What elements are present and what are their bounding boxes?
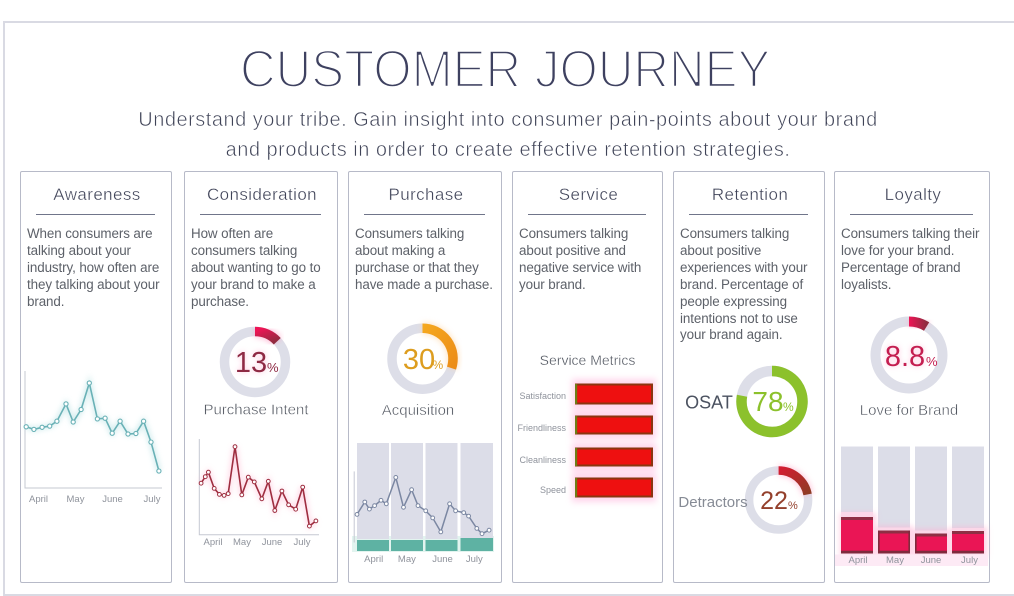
svg-text:8.8: 8.8	[885, 341, 925, 373]
svg-text:%: %	[926, 354, 938, 369]
svg-text:Purchase Intent: Purchase Intent	[203, 402, 309, 419]
svg-text:13: 13	[235, 347, 267, 379]
svg-text:OSAT: OSAT	[685, 393, 733, 413]
svg-text:%: %	[788, 500, 798, 512]
svg-text:%: %	[783, 400, 794, 414]
svg-text:%: %	[433, 358, 444, 372]
svg-text:22: 22	[760, 487, 788, 515]
svg-text:78: 78	[752, 386, 783, 417]
svg-text:13: 13	[235, 347, 267, 379]
svg-text:30: 30	[403, 344, 435, 376]
svg-text:%: %	[267, 360, 279, 375]
svg-text:Love for Brand: Love for Brand	[860, 402, 958, 419]
svg-text:Detractors: Detractors	[678, 494, 747, 511]
svg-text:8.8: 8.8	[885, 341, 925, 373]
svg-text:Acquisition: Acquisition	[382, 402, 455, 419]
